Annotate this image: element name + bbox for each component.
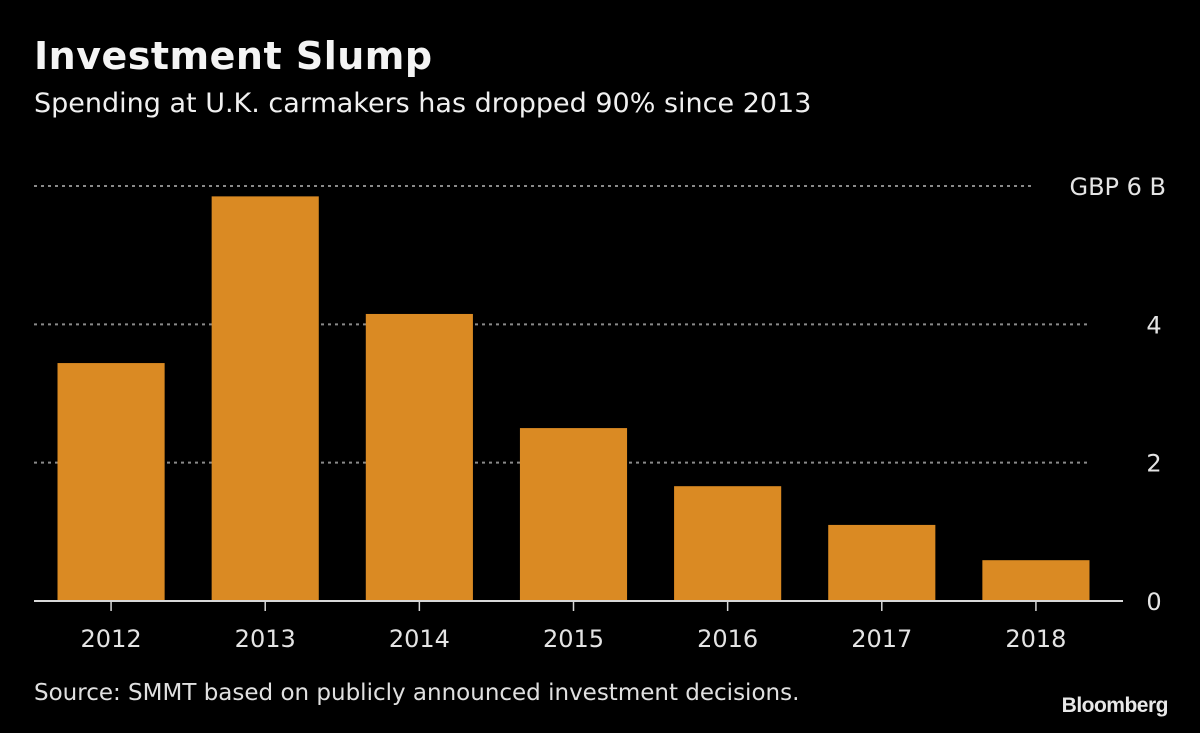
bar-2016 xyxy=(674,486,782,601)
bar-2018 xyxy=(982,560,1090,601)
x-tick-label: 2016 xyxy=(697,625,758,653)
y-tick-label: 2 xyxy=(1146,450,1161,478)
chart-title: Investment Slump xyxy=(34,34,433,78)
bar-2012 xyxy=(57,363,165,601)
x-tick-label: 2015 xyxy=(543,625,604,653)
bar-2013 xyxy=(211,196,319,601)
y-tick-label: 4 xyxy=(1146,311,1161,339)
x-tick-label: 2014 xyxy=(389,625,450,653)
bloomberg-logo: Bloomberg xyxy=(1061,694,1169,717)
bar-2017 xyxy=(828,524,936,601)
x-tick-label: 2013 xyxy=(235,625,296,653)
bar-2015 xyxy=(519,428,628,601)
bar-2014 xyxy=(365,313,473,601)
chart-subtitle: Spending at U.K. carmakers has dropped 9… xyxy=(34,88,812,119)
x-tick-label: 2012 xyxy=(81,625,142,653)
y-tick-label: GBP 6 B xyxy=(1069,173,1166,201)
x-tick-label: 2017 xyxy=(851,625,912,653)
y-tick-label: 0 xyxy=(1146,588,1161,616)
x-tick-label: 2018 xyxy=(1005,625,1066,653)
source-note: Source: SMMT based on publicly announced… xyxy=(34,680,800,706)
